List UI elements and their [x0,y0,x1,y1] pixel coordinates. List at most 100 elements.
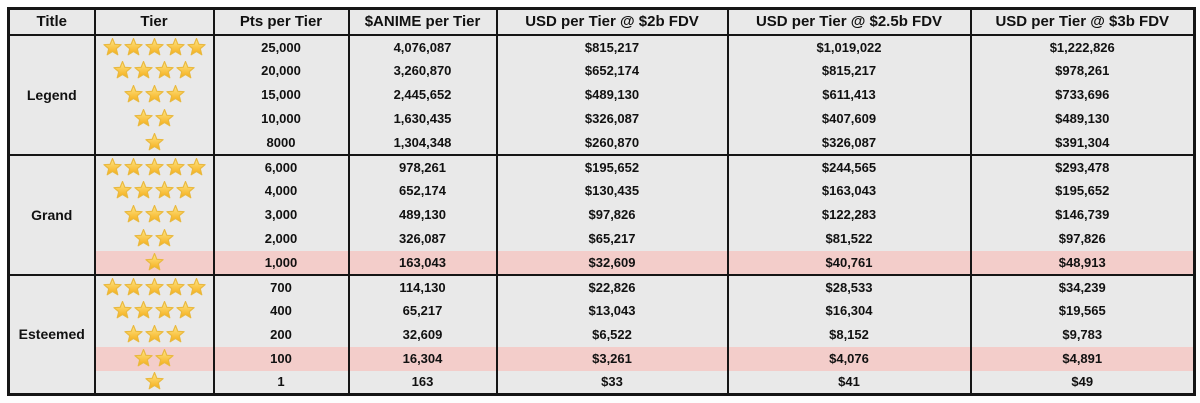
tier-stars-cell [93,202,215,227]
table-row: 20,000 3,260,870 $652,174 $815,217 $978,261 [9,58,1196,83]
tier-stars-cell [93,370,215,395]
pts-cell: 4,000 [212,178,350,203]
star-icon [176,60,195,79]
table-row: 200 32,609 $6,522 $8,152 $9,783 [9,322,1196,347]
anime-cell: 32,609 [347,322,498,347]
pts-cell: 10,000 [212,106,350,131]
table-row: Legend 25,000 4,076,087 $815,217 $1,019,022 $… [7,34,1196,155]
tier-table: Title Tier Pts per Tier $ANIME per Tier USD … [7,7,1196,396]
star-icon [165,324,185,343]
usd-2-5b-cell: $81,522 [726,226,972,251]
header-tier: Tier [93,8,215,36]
tier-stars-cell [93,154,215,179]
usd-3b-cell: $978,261 [969,58,1196,83]
anime-cell: 114,130 [347,274,498,299]
tier-stars-cell [93,322,215,347]
usd-2-5b-cell: $41 [726,370,972,395]
usd-2b-cell: $260,870 [495,130,729,155]
usd-2b-cell: $815,217 [495,34,729,59]
pts-cell: 8000 [212,130,350,155]
usd-3b-cell: $19,565 [969,298,1196,323]
usd-2b-cell: $3,261 [495,346,729,371]
star-icon [144,132,164,150]
star-icon [144,157,164,175]
star-icon [186,277,206,295]
usd-2-5b-cell: $1,019,022 [726,34,972,59]
star-icon [134,348,153,367]
anime-cell: 163 [347,370,498,395]
group-grand: Grand 6,000 978,261 $195,652 $244,565 $293,47… [7,154,1196,275]
star-icon [144,37,164,55]
anime-cell: 1,304,348 [347,130,498,155]
star-icon [165,277,185,295]
table-row: 1,000 163,043 $32,609 $40,761 $48,913 [9,250,1196,275]
tier-stars-cell [93,178,215,203]
pts-cell: 700 [212,274,350,299]
star-icon [144,252,164,270]
usd-3b-cell: $97,826 [969,226,1196,251]
table-row: 3,000 489,130 $97,826 $122,283 $146,739 [9,202,1196,227]
pts-cell: 1 [212,370,350,395]
star-icon [155,300,174,319]
pts-cell: 200 [212,322,350,347]
usd-2b-cell: $97,826 [495,202,729,227]
table-header: Title Tier Pts per Tier $ANIME per Tier USD … [7,8,1196,36]
usd-2b-cell: $32,609 [495,250,729,275]
pts-cell: 100 [212,346,350,371]
usd-3b-cell: $733,696 [969,82,1196,107]
group-esteemed: Esteemed 700 114,130 $22,826 $28,533 $34,239 4… [7,274,1196,395]
anime-cell: 16,304 [347,346,498,371]
usd-2-5b-cell: $8,152 [726,322,972,347]
usd-3b-cell: $293,478 [969,154,1196,179]
star-icon [134,300,153,319]
header-usd-2-5b-fdv: USD per Tier @ $2.5b FDV [726,8,972,36]
star-icon [186,157,206,175]
tier-stars-cell [93,250,215,275]
tier-stars-cell [93,106,215,131]
tier-stars-cell [93,82,215,107]
pts-cell: 1,000 [212,250,350,275]
usd-2-5b-cell: $122,283 [726,202,972,227]
star-icon [102,37,122,55]
tier-stars-cell [93,130,215,155]
usd-2-5b-cell: $16,304 [726,298,972,323]
usd-2-5b-cell: $4,076 [726,346,972,371]
star-icon [144,324,164,343]
header-anime-per-tier: $ANIME per Tier [347,8,498,36]
anime-cell: 4,076,087 [347,34,498,59]
anime-cell: 652,174 [347,178,498,203]
tier-stars-cell [93,226,215,251]
table-row: 1 163 $33 $41 $49 [9,370,1196,395]
usd-2b-cell: $6,522 [495,322,729,347]
table-row: Grand 6,000 978,261 $195,652 $244,565 $293,47… [7,154,1196,275]
header-usd-2b-fdv: USD per Tier @ $2b FDV [495,8,729,36]
tier-stars-cell [93,34,215,59]
usd-2-5b-cell: $326,087 [726,130,972,155]
usd-2b-cell: $326,087 [495,106,729,131]
table-row: 8000 1,304,348 $260,870 $326,087 $391,304 [9,130,1196,155]
pts-cell: 6,000 [212,154,350,179]
pts-cell: 15,000 [212,82,350,107]
usd-2b-cell: $22,826 [495,274,729,299]
header-row: Title Tier Pts per Tier $ANIME per Tier USD … [7,8,1196,36]
star-icon [144,277,164,295]
anime-cell: 163,043 [347,250,498,275]
star-icon [155,60,174,79]
star-icon [165,37,185,55]
star-icon [113,300,132,319]
usd-2-5b-cell: $244,565 [726,154,972,179]
usd-3b-cell: $48,913 [969,250,1196,275]
usd-2b-cell: $195,652 [495,154,729,179]
usd-3b-cell: $49 [969,370,1196,395]
star-icon [134,60,153,79]
usd-3b-cell: $391,304 [969,130,1196,155]
anime-cell: 489,130 [347,202,498,227]
anime-cell: 326,087 [347,226,498,251]
star-icon [113,180,132,199]
usd-2-5b-cell: $40,761 [726,250,972,275]
usd-2-5b-cell: $407,609 [726,106,972,131]
star-icon [155,180,174,199]
header-title: Title [7,8,96,36]
pts-cell: 3,000 [212,202,350,227]
